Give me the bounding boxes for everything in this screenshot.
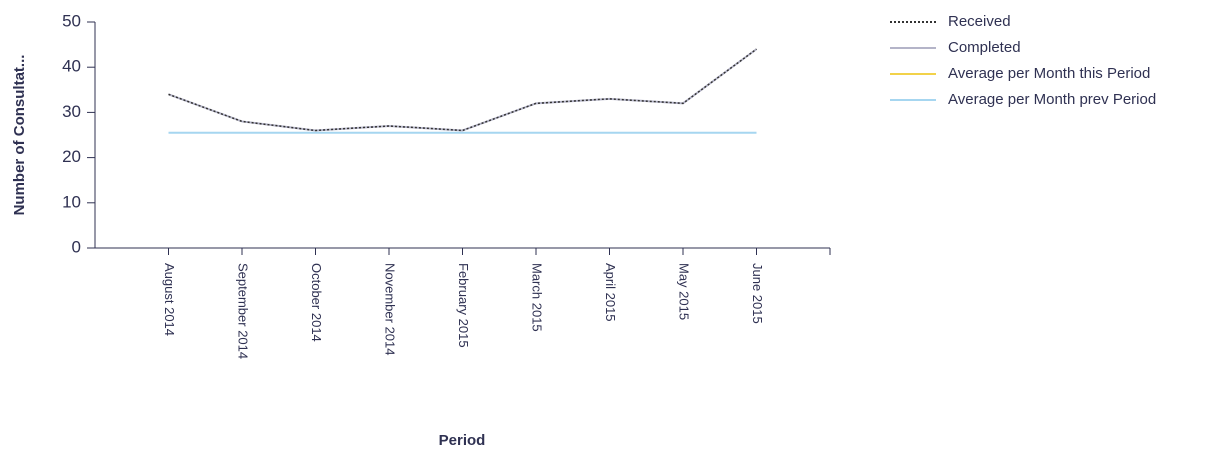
x-tick-label: May 2015 bbox=[677, 263, 692, 320]
x-tick-label: February 2015 bbox=[456, 263, 471, 348]
series-line bbox=[168, 48, 757, 132]
x-tick-label: September 2014 bbox=[236, 263, 251, 359]
x-tick-label: October 2014 bbox=[309, 263, 324, 342]
legend-label: Average per Month this Period bbox=[948, 65, 1150, 82]
y-tick-label: 10 bbox=[62, 192, 81, 211]
x-tick-label: June 2015 bbox=[750, 263, 765, 324]
x-tick-label: March 2015 bbox=[530, 263, 545, 332]
x-tick-label: November 2014 bbox=[383, 263, 398, 356]
series-line bbox=[168, 48, 758, 132]
y-tick-label: 40 bbox=[62, 57, 81, 76]
y-tick-label: 0 bbox=[72, 237, 81, 256]
x-tick-label: August 2014 bbox=[162, 263, 177, 336]
x-tick-label: April 2015 bbox=[603, 263, 618, 322]
x-axis-title: Period bbox=[439, 432, 486, 449]
y-tick-label: 50 bbox=[62, 11, 81, 30]
y-tick-label: 20 bbox=[62, 147, 81, 166]
y-axis-title: Number of Consultat... bbox=[11, 55, 28, 216]
legend-label: Completed bbox=[948, 39, 1021, 56]
legend-label: Average per Month prev Period bbox=[948, 91, 1156, 108]
legend-label: Received bbox=[948, 13, 1011, 30]
y-tick-label: 30 bbox=[62, 102, 81, 121]
